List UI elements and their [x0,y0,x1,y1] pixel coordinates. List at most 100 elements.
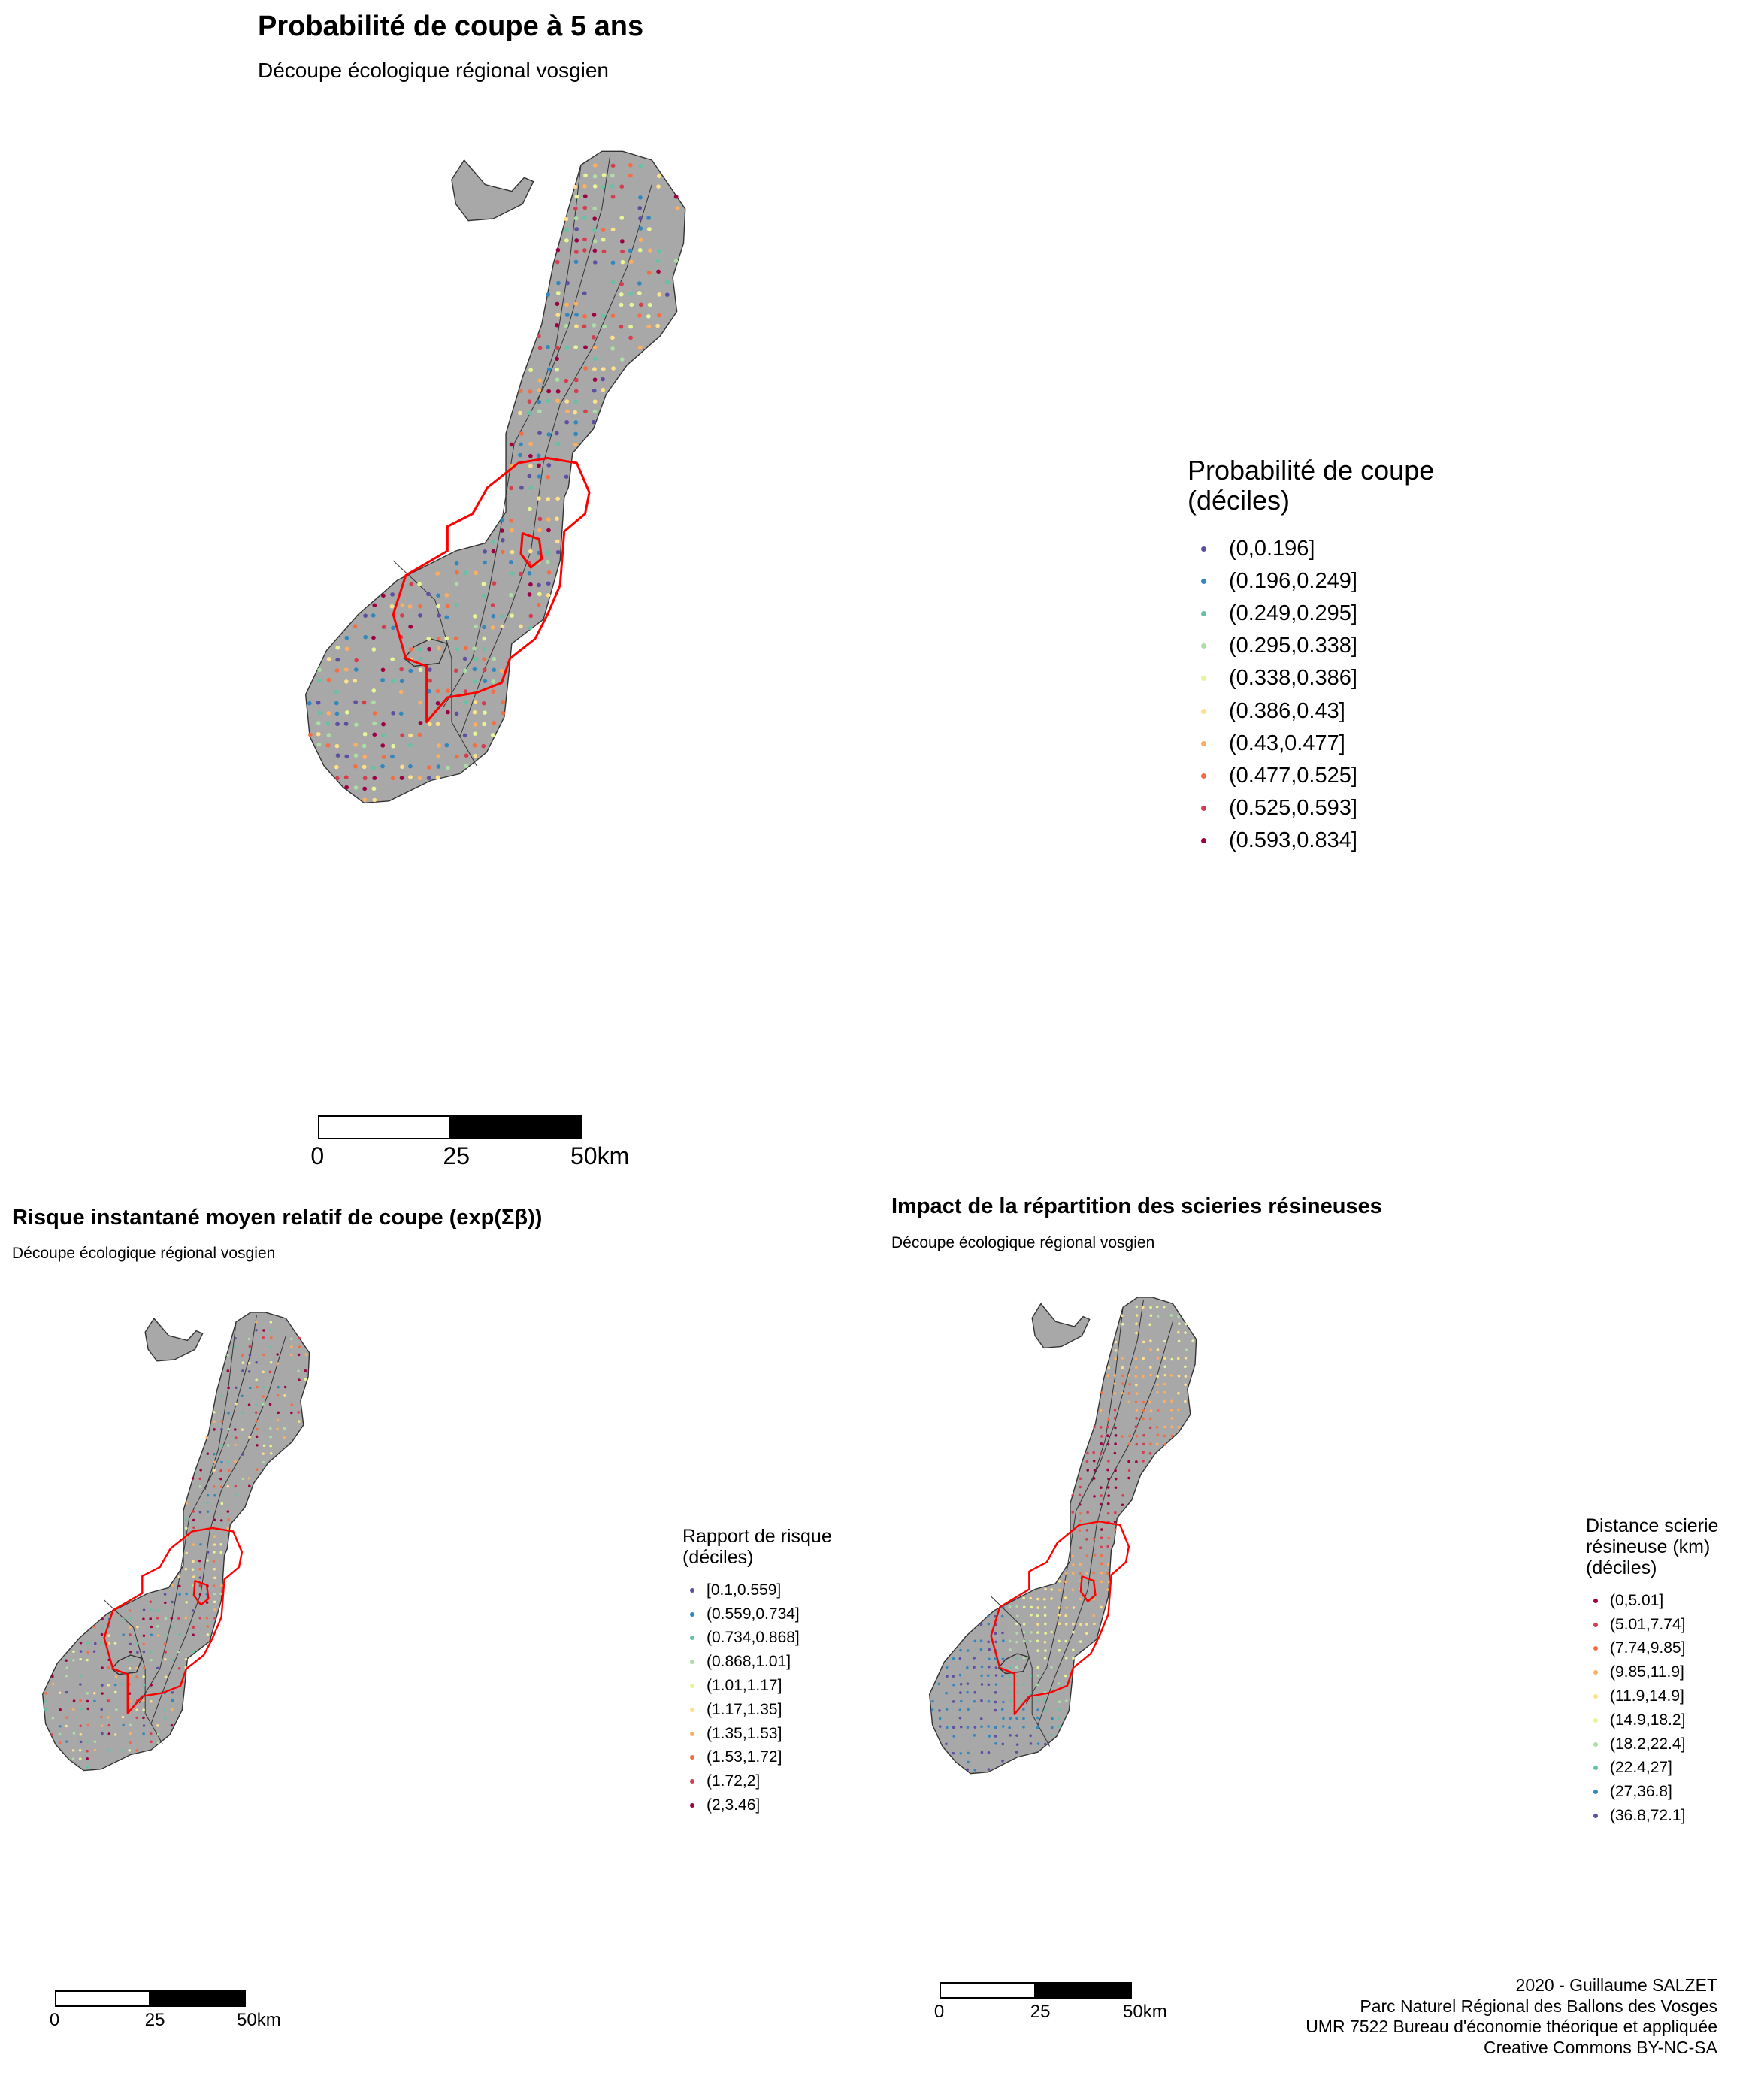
map-point [610,260,616,265]
map-point [1015,1666,1018,1669]
map-point [638,216,643,221]
map-point [1043,1614,1047,1617]
map-point [1106,1572,1109,1575]
map-point [937,1682,941,1686]
map-point [298,1420,301,1423]
map-point [247,1477,251,1480]
map-point [113,1733,117,1736]
map-point [398,689,404,694]
map-point [86,1757,89,1760]
map-point [353,700,358,704]
map-point [213,1494,216,1497]
map-point [1149,1306,1152,1309]
map-point [1114,1528,1117,1531]
map-point [353,722,359,727]
map-point [1015,1632,1019,1635]
map-point [620,249,625,254]
map-point [655,323,661,328]
map-point [400,603,405,607]
map-point [1135,1409,1139,1412]
map-point [1114,1469,1117,1472]
map-point [256,1444,259,1447]
map-point [241,1369,244,1372]
map-point [574,238,579,243]
map-point [408,625,413,629]
map-point [343,722,349,726]
legend-title: Probabilité de coupe (déciles) [1188,455,1434,516]
map-point [297,1353,301,1357]
map-point [51,1682,55,1686]
map-point [464,753,469,758]
map-point [536,453,541,458]
map-point [86,1692,89,1695]
map-point [1036,1726,1039,1729]
map-point [555,516,559,521]
map-point [482,657,487,661]
map-point [241,1361,245,1364]
map-point [334,668,340,673]
map-point [1000,1614,1004,1618]
map-point [1058,1614,1061,1617]
map-point [171,1691,174,1694]
map-point [1114,1511,1117,1514]
map-point [664,292,670,297]
map-point [1022,1657,1026,1660]
map-point [178,1593,181,1596]
map-point [1079,1485,1082,1489]
legend-swatch [1201,611,1206,617]
map-point [987,1683,991,1687]
credit-author: 2020 - Guillaume SALZET [1515,1975,1717,1995]
map-point [142,1642,145,1646]
map-point [646,314,651,319]
map-point [546,389,552,394]
map-point [283,1427,286,1430]
map-point [564,228,569,233]
legend-label: (14.9,18.2] [1610,1711,1686,1729]
map-point [121,1715,125,1719]
map-point [1100,1391,1103,1394]
map-point [537,528,542,533]
map-point [93,1748,97,1752]
map-point [628,248,633,253]
map-point [446,765,450,770]
map-point [657,174,661,179]
map-point [1113,1382,1117,1385]
map-point [647,302,652,307]
map-point [491,689,496,694]
legend-title-line: (déciles) [1586,1557,1657,1578]
map-point [638,163,643,168]
map-point [1148,1452,1152,1455]
map-point [113,1684,117,1687]
map-point [219,1543,222,1546]
main-map-title: Probabilité de coupe à 5 ans [258,11,644,42]
map-point [481,582,486,586]
map-point [334,711,340,716]
map-point [206,1452,210,1455]
map-point [445,604,450,609]
map-point [143,1666,146,1669]
map-point [462,733,467,738]
map-point [1106,1434,1109,1437]
regional-park-enclave [194,1581,209,1605]
map-point [1184,1399,1187,1403]
map-point [205,1601,209,1604]
map-point [44,1692,48,1695]
map-point [601,237,606,242]
map-point [362,731,368,737]
map-point [1121,1314,1124,1318]
map-point [1008,1605,1012,1608]
map-point [418,667,423,672]
ecoregion-divider-3 [991,1596,1050,1747]
risk-map-subtitle: Découpe écologique régional vosgien [12,1245,276,1262]
legend-swatch [690,1755,694,1760]
map-point [400,764,404,770]
map-point [601,184,605,189]
sawmill-map-scale-bar: 0 25 50km [934,1982,1167,2022]
map-point [435,688,440,694]
map-point [164,1617,168,1620]
map-point [304,1369,307,1372]
map-point [988,1657,991,1661]
map-point [1100,1486,1103,1489]
map-point [1015,1691,1019,1694]
map-point [1107,1478,1110,1481]
